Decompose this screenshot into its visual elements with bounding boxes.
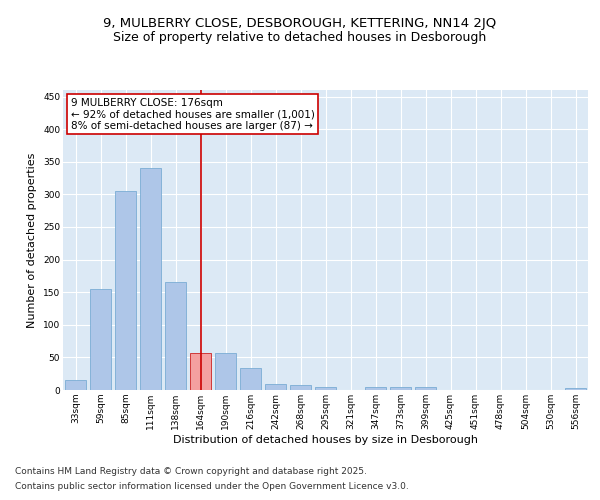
Bar [215, 353, 236, 390]
Bar [265, 384, 286, 390]
Bar [290, 385, 311, 390]
Bar [415, 388, 436, 390]
Bar [65, 380, 86, 390]
Bar [315, 386, 336, 390]
Bar [390, 388, 411, 390]
Text: Contains HM Land Registry data © Crown copyright and database right 2025.: Contains HM Land Registry data © Crown c… [15, 467, 367, 476]
Bar [115, 191, 136, 390]
Text: Contains public sector information licensed under the Open Government Licence v3: Contains public sector information licen… [15, 482, 409, 491]
X-axis label: Distribution of detached houses by size in Desborough: Distribution of detached houses by size … [173, 434, 478, 444]
Text: Size of property relative to detached houses in Desborough: Size of property relative to detached ho… [113, 31, 487, 44]
Bar [240, 368, 261, 390]
Y-axis label: Number of detached properties: Number of detached properties [28, 152, 37, 328]
Bar [140, 168, 161, 390]
Text: 9, MULBERRY CLOSE, DESBOROUGH, KETTERING, NN14 2JQ: 9, MULBERRY CLOSE, DESBOROUGH, KETTERING… [103, 18, 497, 30]
Bar [365, 386, 386, 390]
Bar [90, 289, 111, 390]
Text: 9 MULBERRY CLOSE: 176sqm
← 92% of detached houses are smaller (1,001)
8% of semi: 9 MULBERRY CLOSE: 176sqm ← 92% of detach… [71, 98, 315, 130]
Bar [565, 388, 586, 390]
Bar [190, 353, 211, 390]
Bar [165, 282, 186, 390]
